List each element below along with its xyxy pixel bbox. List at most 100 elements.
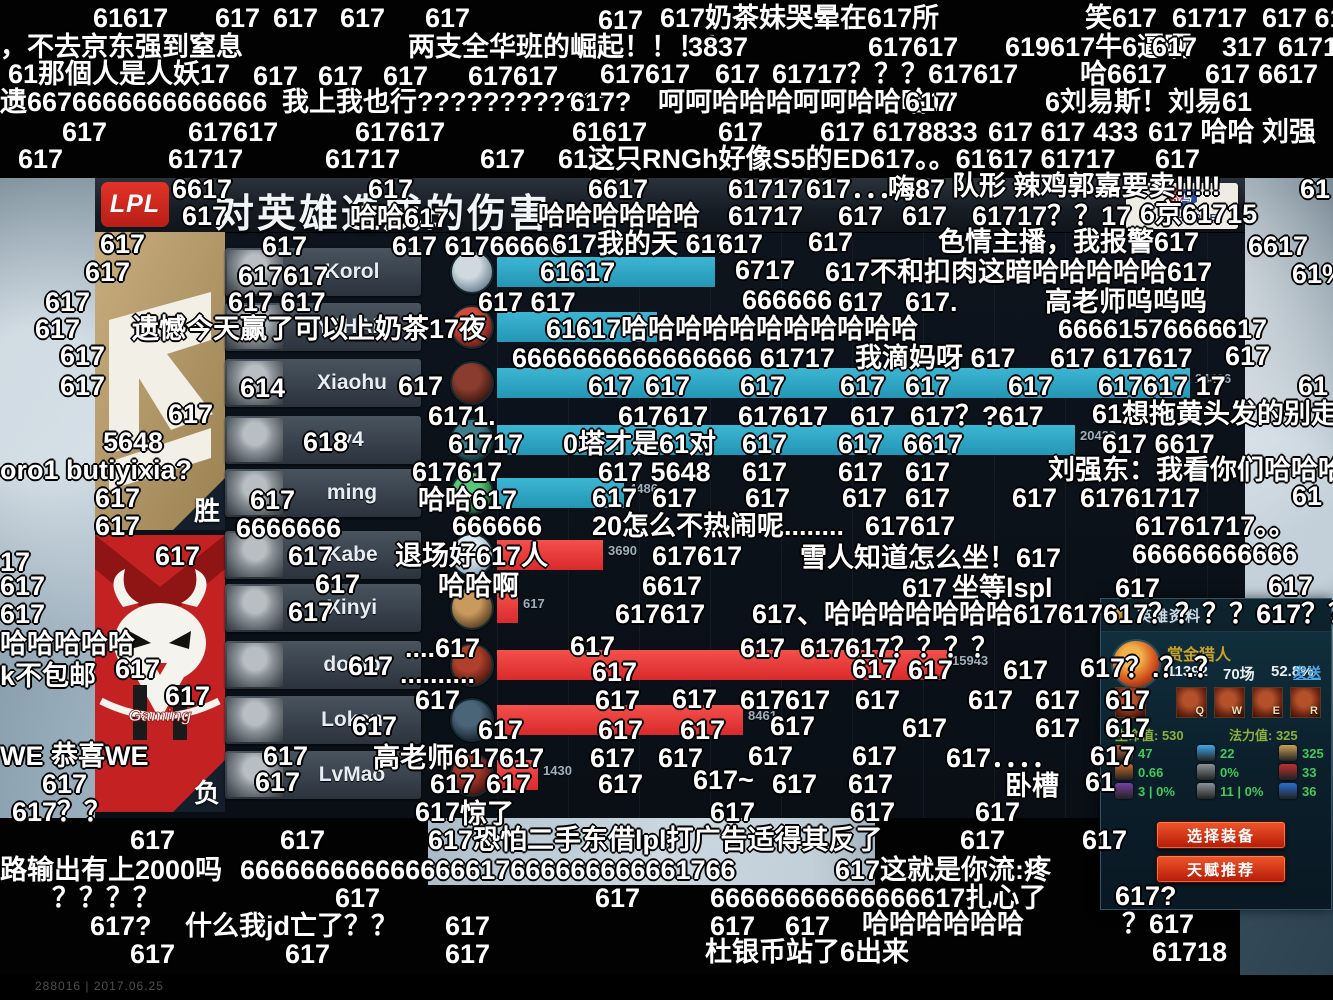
- player-card-lvmao: LvMao: [225, 751, 421, 799]
- loss-label: 负: [193, 778, 220, 808]
- hero-portrait: [1111, 639, 1161, 689]
- danmaku-comment: 617: [280, 825, 326, 855]
- danmaku-comment: k不包邮: [0, 661, 97, 691]
- player-card-xinyi: Xinyi: [225, 584, 421, 632]
- danmaku-comment: 617 6178833: [820, 117, 978, 147]
- danmaku-comment: 61717: [168, 144, 244, 174]
- danmaku-comment: 617 6617: [1102, 429, 1215, 459]
- war-horse-text: WAR HORSE: [1146, 212, 1218, 224]
- danmaku-comment: 6617: [588, 174, 649, 204]
- danmaku-comment: 617: [850, 797, 896, 827]
- ability-w-icon[interactable]: W: [1214, 687, 1245, 718]
- danmaku-comment: 617617？？？？617？？: [1058, 599, 1333, 629]
- danmaku-comment: 617 617: [478, 287, 576, 317]
- danmaku-comment: 617: [1082, 825, 1128, 855]
- danmaku-comment: 617: [215, 3, 261, 33]
- danmaku-comment: 617: [398, 371, 444, 401]
- danmaku-comment: 617: [592, 483, 638, 513]
- talent-recommend-button[interactable]: 天赋推荐: [1156, 855, 1286, 883]
- danmaku-comment: 617: [1115, 573, 1161, 603]
- danmaku-comment: 617: [165, 681, 211, 711]
- danmaku-comment: 0塔才是61对: [563, 429, 717, 459]
- danmaku-comment: 618: [303, 427, 349, 457]
- danmaku-comment: 6617: [642, 571, 703, 601]
- danmaku-comment: ，不去京东强到窒息: [0, 32, 243, 62]
- danmaku-comment: 6666666666666666 61717: [512, 343, 835, 373]
- player-name: Loken: [321, 708, 383, 731]
- damage-bar-y4: [497, 425, 1075, 455]
- danmaku-comment: 617 61766666: [392, 231, 565, 261]
- stat-icon: [1115, 764, 1133, 780]
- danmaku-comment: 617？?617: [910, 401, 1044, 431]
- danmaku-comment: 61: [1085, 767, 1116, 797]
- danmaku-comment: 617: [905, 371, 951, 401]
- crest-icon: [1111, 607, 1129, 623]
- danmaku-comment: 6617: [172, 174, 233, 204]
- danmaku-comment: 617: [45, 287, 91, 317]
- danmaku-comment: 杜银币站了6出来: [705, 937, 910, 967]
- danmaku-comment: 617: [1035, 713, 1081, 743]
- champion-avatar: [450, 418, 494, 462]
- stat-value: 36: [1302, 784, 1317, 799]
- danmaku-comment: 哈哈啊: [438, 571, 519, 601]
- danmaku-comment: 617: [680, 715, 726, 745]
- danmaku-comment: 617: [155, 541, 201, 571]
- danmaku-comment: 617: [1012, 483, 1058, 513]
- danmaku-comment: 61717？？17: [972, 201, 1132, 231]
- danmaku-comment: 61617: [540, 257, 616, 287]
- danmaku-comment: 6171.: [428, 401, 496, 431]
- danmaku-comment: 617: [60, 371, 106, 401]
- ability-q-icon[interactable]: Q: [1176, 687, 1207, 718]
- danmaku-comment: 61718: [1152, 937, 1228, 967]
- damage-stats-panel: LPL 对英雄造成的伤害 战马 WAR HORSE 胜: [95, 178, 1245, 818]
- ability-e-icon[interactable]: E: [1252, 687, 1283, 718]
- danmaku-comment: 哈6617: [1080, 59, 1168, 89]
- danmaku-comment: 617: [598, 5, 644, 35]
- danmaku-comment: 61那個人是人妖17: [8, 59, 231, 89]
- stat-icon: [1197, 783, 1215, 799]
- danmaku-comment: 617617？？？？: [800, 633, 999, 663]
- select-equipment-button[interactable]: 选择装备: [1156, 821, 1286, 849]
- danmaku-comment: 617: [1035, 685, 1081, 715]
- danmaku-comment: 617、哈哈哈哈哈哈哈617: [752, 599, 1059, 629]
- danmaku-comment: 617: [42, 769, 88, 799]
- send-link[interactable]: 发送: [1293, 665, 1321, 681]
- stat-icon: [1279, 745, 1297, 761]
- danmaku-comment: 617: [62, 117, 108, 147]
- danmaku-comment: 617: [368, 174, 414, 204]
- danmaku-comment: 6717: [735, 255, 796, 285]
- ability-r-icon[interactable]: R: [1290, 687, 1321, 718]
- danmaku-comment: 617: [748, 741, 794, 771]
- danmaku-comment: 617奶茶妹哭晕在617所: [660, 3, 940, 33]
- danmaku-comment: 遗6676666666666666: [0, 87, 268, 117]
- danmaku-comment: 617: [848, 769, 894, 799]
- danmaku-comment: 617: [95, 483, 141, 513]
- danmaku-comment: 666666: [452, 511, 543, 541]
- stat-value: 11 | 0%: [1220, 784, 1264, 799]
- danmaku-comment: 617: [288, 597, 334, 627]
- danmaku-comment: ？617: [1122, 909, 1195, 939]
- danmaku-comment: 61这只RNGh好像S5的ED617。。617: [558, 144, 1001, 174]
- danmaku-comment: 617: [745, 483, 791, 513]
- danmaku-comment: 666666: [742, 285, 833, 315]
- danmaku-comment: 617: [590, 743, 636, 773]
- danmaku-comment: 617: [315, 569, 361, 599]
- stats-title: 对英雄造成的伤害: [215, 193, 552, 236]
- stat-value: 325: [1302, 746, 1324, 761]
- damage-bar-lvmao: [497, 760, 538, 790]
- passive-ability-icon[interactable]: [1115, 687, 1146, 718]
- danmaku-comment: 617: [785, 911, 831, 941]
- danmaku-comment: 6刘易斯！刘易61: [1045, 87, 1253, 117]
- damage-value: 617: [523, 596, 545, 611]
- danmaku-comment: 高老师呜呜呜: [1045, 287, 1207, 317]
- danmaku-comment: 队形 辣鸡郭嘉要卖!!!!!: [952, 171, 1221, 201]
- danmaku-comment: 哈哈哈哈哈哈: [538, 201, 700, 231]
- danmaku-comment: 617: [740, 371, 786, 401]
- danmaku-comment: 617: [250, 485, 296, 515]
- danmaku-comment: 617: [1152, 32, 1198, 62]
- damage-value: 8461: [748, 708, 777, 723]
- danmaku-comment: 61: [1292, 481, 1323, 511]
- danmaku-comment: 6617: [903, 429, 964, 459]
- top-black-band: [0, 0, 1333, 178]
